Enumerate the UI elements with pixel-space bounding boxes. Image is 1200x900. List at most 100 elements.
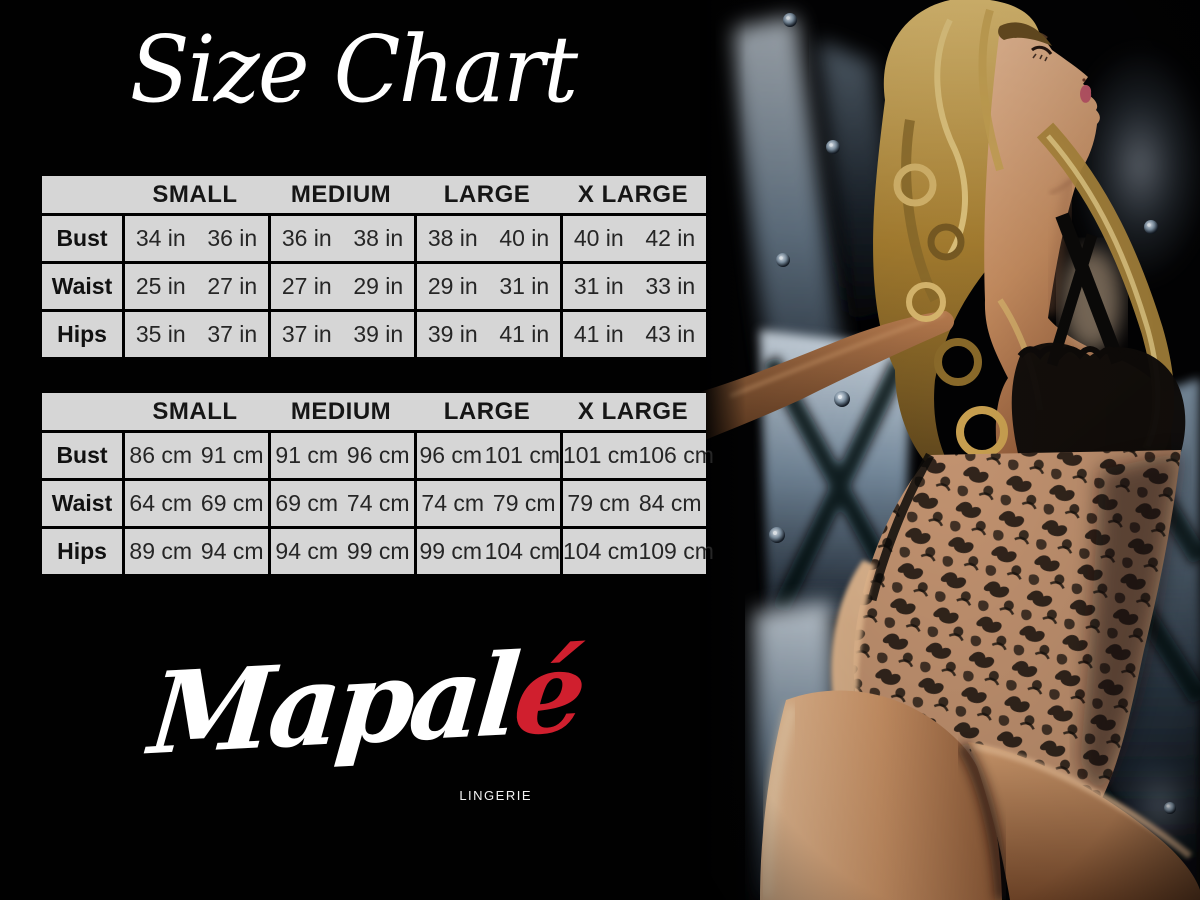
- size-value: 69 cm: [200, 490, 264, 516]
- size-cell: 31 in 33 in: [560, 261, 706, 309]
- row-label: Waist: [42, 261, 122, 309]
- size-value: 31 in: [499, 273, 550, 299]
- size-table-cm-header: SMALL MEDIUM LARGE X LARGE: [42, 393, 706, 430]
- size-value: 101 cm: [563, 442, 639, 468]
- size-table-inches-header: SMALL MEDIUM LARGE X LARGE: [42, 176, 706, 213]
- size-value: 79 cm: [567, 490, 631, 516]
- col-header-small: SMALL: [122, 393, 268, 430]
- size-cell: 104 cm 109 cm: [560, 526, 714, 574]
- size-cell: 89 cm 94 cm: [122, 526, 268, 574]
- size-value: 91 cm: [275, 442, 339, 468]
- size-value: 27 in: [207, 273, 258, 299]
- size-value: 101 cm: [484, 442, 560, 468]
- size-cell: 29 in 31 in: [414, 261, 560, 309]
- size-value: 64 cm: [129, 490, 193, 516]
- size-value: 41 in: [573, 321, 624, 347]
- size-value: 34 in: [135, 225, 186, 251]
- size-cell: 41 in 43 in: [560, 309, 706, 357]
- row-label: Waist: [42, 478, 122, 526]
- size-cell: 64 cm 69 cm: [122, 478, 268, 526]
- size-value: 74 cm: [346, 490, 410, 516]
- brand-logo: Mapalé LINGERIE: [145, 626, 587, 832]
- size-value: 104 cm: [563, 538, 639, 564]
- col-header-medium: MEDIUM: [268, 393, 414, 430]
- size-cell: 91 cm 96 cm: [268, 430, 414, 478]
- size-value: 94 cm: [200, 538, 264, 564]
- col-header-xlarge: X LARGE: [560, 176, 706, 213]
- size-cell: 94 cm 99 cm: [268, 526, 414, 574]
- size-cell: 101 cm 106 cm: [560, 430, 714, 478]
- page-title: Size Chart: [129, 16, 578, 123]
- model-photo: [700, 0, 1200, 900]
- size-cell: 34 in 36 in: [122, 213, 268, 261]
- size-value: 27 in: [281, 273, 332, 299]
- size-value: 29 in: [427, 273, 478, 299]
- size-value: 79 cm: [492, 490, 556, 516]
- size-cell: 39 in 41 in: [414, 309, 560, 357]
- size-value: 38 in: [427, 225, 478, 251]
- size-cell: 27 in 29 in: [268, 261, 414, 309]
- size-value: 40 in: [573, 225, 624, 251]
- size-cell: 38 in 40 in: [414, 213, 560, 261]
- size-value: 33 in: [645, 273, 696, 299]
- corner-cell: [42, 393, 122, 430]
- size-value: 109 cm: [638, 538, 714, 564]
- row-label: Bust: [42, 213, 122, 261]
- size-value: 29 in: [353, 273, 404, 299]
- table-row-bust: Bust 34 in 36 in 36 in 38 in 38 in 40 in 40…: [42, 213, 706, 261]
- row-label: Bust: [42, 430, 122, 478]
- col-header-large: LARGE: [414, 393, 560, 430]
- size-table-cm: SMALL MEDIUM LARGE X LARGE Bust 86 cm 91 …: [42, 393, 714, 574]
- size-value: 104 cm: [484, 538, 560, 564]
- size-value: 39 in: [353, 321, 404, 347]
- col-header-xlarge: X LARGE: [560, 393, 706, 430]
- size-value: 96 cm: [346, 442, 410, 468]
- table-row-waist: Waist 25 in 27 in 27 in 29 in 29 in 31 in 3…: [42, 261, 706, 309]
- size-value: 36 in: [207, 225, 258, 251]
- size-cell: 96 cm 101 cm: [414, 430, 560, 478]
- size-cell: 35 in 37 in: [122, 309, 268, 357]
- model-photo-illustration: [700, 0, 1200, 900]
- col-header-small: SMALL: [122, 176, 268, 213]
- size-value: 38 in: [353, 225, 404, 251]
- size-table-inches: SMALL MEDIUM LARGE X LARGE Bust 34 in 36 …: [42, 176, 706, 357]
- size-value: 74 cm: [421, 490, 485, 516]
- size-value: 99 cm: [419, 538, 483, 564]
- brand-name-main: Mapal: [144, 629, 521, 781]
- size-value: 96 cm: [419, 442, 483, 468]
- table-row-bust: Bust 86 cm 91 cm 91 cm 96 cm 96 cm 101 cm 1…: [42, 430, 714, 478]
- size-value: 84 cm: [638, 490, 702, 516]
- size-value: 43 in: [645, 321, 696, 347]
- size-cell: 74 cm 79 cm: [414, 478, 560, 526]
- brand-tagline: LINGERIE: [459, 788, 532, 803]
- table-row-hips: Hips 35 in 37 in 37 in 39 in 39 in 41 in 41…: [42, 309, 706, 357]
- size-cell: 79 cm 84 cm: [560, 478, 706, 526]
- size-value: 41 in: [499, 321, 550, 347]
- size-cell: 99 cm 104 cm: [414, 526, 560, 574]
- size-value: 91 cm: [200, 442, 264, 468]
- info-panel: Size Chart SMALL MEDIUM LARGE X LARGE Bu…: [42, 16, 714, 832]
- size-value: 25 in: [135, 273, 186, 299]
- size-value: 106 cm: [638, 442, 714, 468]
- size-cell: 69 cm 74 cm: [268, 478, 414, 526]
- size-value: 86 cm: [129, 442, 193, 468]
- size-cell: 86 cm 91 cm: [122, 430, 268, 478]
- size-value: 35 in: [135, 321, 186, 347]
- size-value: 99 cm: [346, 538, 410, 564]
- size-value: 39 in: [427, 321, 478, 347]
- col-header-medium: MEDIUM: [268, 176, 414, 213]
- size-value: 89 cm: [129, 538, 193, 564]
- row-label: Hips: [42, 526, 122, 574]
- table-row-hips: Hips 89 cm 94 cm 94 cm 99 cm 99 cm 104 cm 1…: [42, 526, 714, 574]
- table-row-waist: Waist 64 cm 69 cm 69 cm 74 cm 74 cm 79 cm 7…: [42, 478, 706, 526]
- size-cell: 40 in 42 in: [560, 213, 706, 261]
- size-value: 42 in: [645, 225, 696, 251]
- col-header-large: LARGE: [414, 176, 560, 213]
- size-value: 36 in: [281, 225, 332, 251]
- size-value: 40 in: [499, 225, 550, 251]
- size-value: 31 in: [573, 273, 624, 299]
- size-value: 94 cm: [275, 538, 339, 564]
- size-value: 37 in: [281, 321, 332, 347]
- size-cell: 25 in 27 in: [122, 261, 268, 309]
